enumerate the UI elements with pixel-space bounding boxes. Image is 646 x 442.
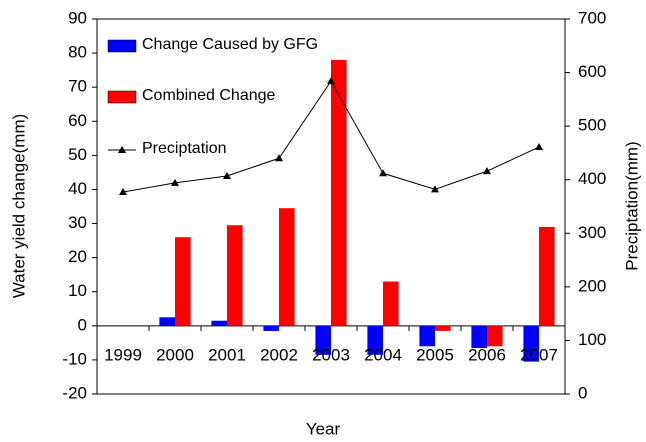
marker	[431, 185, 439, 193]
y-axis-label: Water yield change(mm)	[9, 114, 28, 299]
marker	[119, 188, 127, 196]
marker	[171, 178, 179, 186]
marker	[223, 171, 231, 179]
legend-swatch	[107, 39, 137, 53]
bar	[263, 325, 279, 331]
y-tick-label: 0	[78, 315, 87, 334]
x-tick-label: 2005	[416, 345, 454, 364]
x-tick-label: 2007	[520, 345, 558, 364]
y-tick-label: 50	[68, 145, 87, 164]
y2-tick-label: 400	[578, 169, 606, 188]
y-tick-label: 80	[68, 43, 87, 62]
marker	[483, 167, 491, 175]
legend-entry: Preciptation	[142, 140, 227, 157]
y-tick-label: 20	[68, 247, 87, 266]
marker	[535, 143, 543, 151]
y2-axis-label: Preciptation(mm)	[622, 141, 641, 270]
y-tick-label: 90	[68, 8, 87, 27]
bar	[211, 320, 227, 326]
x-tick-label: 2001	[208, 345, 246, 364]
y-tick-label: 30	[68, 213, 87, 232]
bar	[315, 325, 331, 355]
x-tick-label: 2004	[364, 345, 402, 364]
bar	[471, 325, 487, 348]
x-tick-label: 2006	[468, 345, 506, 364]
y2-tick-label: 500	[578, 116, 606, 135]
legend-swatch	[107, 90, 137, 104]
y2-tick-label: 700	[578, 8, 606, 27]
y-tick-label: -10	[62, 349, 87, 368]
bar	[383, 281, 399, 326]
bar	[435, 325, 451, 331]
marker	[379, 169, 387, 177]
y2-tick-label: 100	[578, 330, 606, 349]
y-tick-label: 10	[68, 281, 87, 300]
plot-frame	[96, 18, 566, 395]
legend-entry: Change Caused by GFG	[142, 36, 319, 53]
y-tick-label: 70	[68, 77, 87, 96]
y2-tick-label: 600	[578, 62, 606, 81]
x-tick-label: 2002	[260, 345, 298, 364]
bar	[175, 237, 191, 326]
bar	[419, 325, 435, 347]
bar	[367, 325, 383, 355]
bar	[331, 59, 347, 326]
legend-label: Combined Change	[142, 87, 276, 104]
y-tick-label: -20	[62, 383, 87, 402]
bar	[539, 226, 555, 326]
y-tick-label: 60	[68, 111, 87, 130]
y2-tick-label: 300	[578, 223, 606, 242]
bar	[279, 208, 295, 326]
legend-label: Change Caused by GFG	[142, 36, 319, 53]
y2-tick-label: 200	[578, 276, 606, 295]
x-tick-label: 1999	[104, 345, 142, 364]
marker	[327, 77, 335, 85]
y-tick-label: 40	[68, 179, 87, 198]
bar	[227, 225, 243, 326]
marker	[275, 154, 283, 162]
bar	[487, 325, 503, 347]
x-tick-label: 2000	[156, 345, 194, 364]
x-axis-label: Year	[306, 419, 341, 438]
y2-tick-label: 0	[578, 383, 587, 402]
legend-marker	[118, 146, 126, 153]
legend-label: Preciptation	[142, 140, 227, 157]
bar	[523, 325, 539, 362]
legend-entry: Combined Change	[142, 87, 276, 104]
x-tick-label: 2003	[312, 345, 350, 364]
bar	[159, 317, 175, 326]
